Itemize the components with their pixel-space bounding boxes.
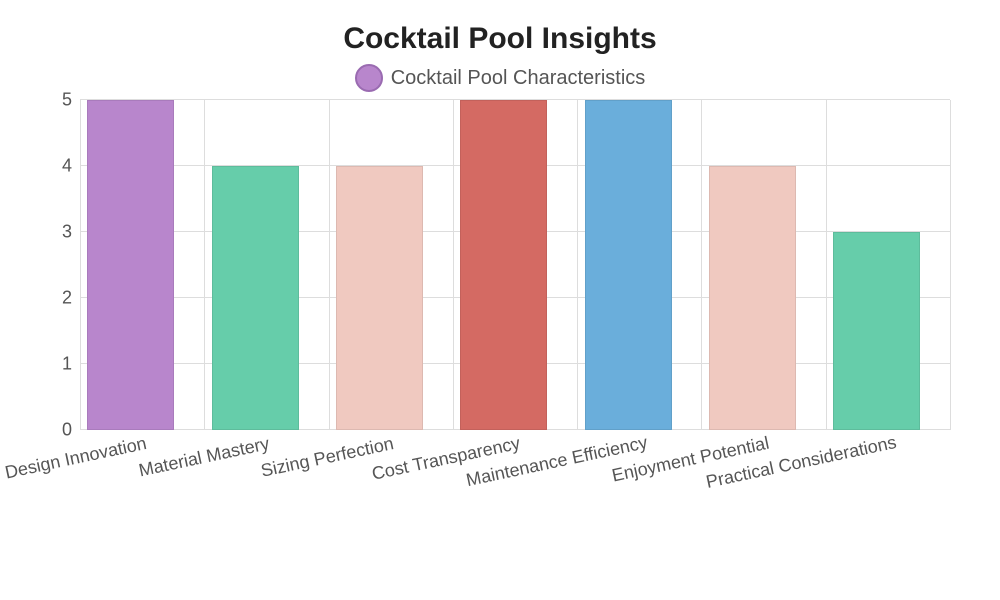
plot-area: 012345	[80, 100, 950, 430]
bar	[336, 166, 423, 430]
bar-slot	[329, 100, 453, 430]
x-label-slot: Practical Considerations	[826, 430, 950, 520]
chart-legend: Cocktail Pool Characteristics	[40, 64, 960, 92]
x-axis-labels: Design InnovationMaterial MasterySizing …	[80, 430, 950, 520]
chart-title: Cocktail Pool Insights	[40, 22, 960, 56]
y-tick-label: 4	[62, 156, 80, 177]
bar	[585, 100, 672, 430]
bar	[212, 166, 299, 430]
y-tick-label: 3	[62, 222, 80, 243]
bar	[460, 100, 547, 430]
vertical-gridline	[950, 100, 951, 430]
bar	[833, 232, 920, 430]
y-tick-label: 0	[62, 420, 80, 441]
bar	[709, 166, 796, 430]
legend-label: Cocktail Pool Characteristics	[391, 67, 646, 90]
legend-swatch	[355, 64, 383, 92]
bar-slot	[701, 100, 825, 430]
chart-container: Cocktail Pool Insights Cocktail Pool Cha…	[0, 0, 1000, 600]
y-tick-label: 2	[62, 288, 80, 309]
bars-layer	[80, 100, 950, 430]
x-tick-label: Design Innovation	[3, 433, 148, 484]
bar-slot	[453, 100, 577, 430]
bar-slot	[577, 100, 701, 430]
bar	[87, 100, 174, 430]
y-tick-label: 1	[62, 354, 80, 375]
bar-slot	[826, 100, 950, 430]
bar-slot	[80, 100, 204, 430]
y-tick-label: 5	[62, 90, 80, 111]
bar-slot	[204, 100, 328, 430]
